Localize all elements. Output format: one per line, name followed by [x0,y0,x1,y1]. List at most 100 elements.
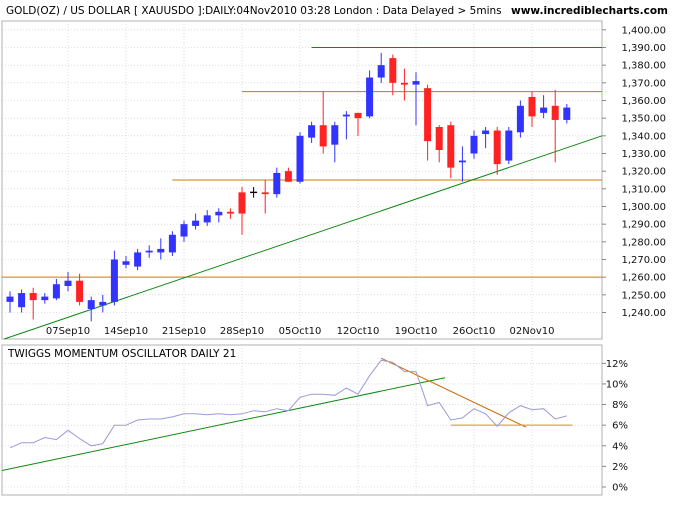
candle [400,68,408,101]
candle [110,250,118,306]
oscillator-title: TWIGGS MOMENTUM OSCILLATOR DAILY 21 [7,348,236,360]
oscillator-tick-label: 12% [606,359,628,370]
price-tick-label: 1,360.00 [621,96,666,107]
candle [563,104,571,124]
oscillator-series [9,359,567,449]
candle-body [424,88,432,142]
candle-body [41,296,49,301]
date-tick-label: 07Sep10 [46,326,90,337]
price-y-axis: 1,240.00 1,250.00 1,260.00 1,270.00 1,280.00… [602,25,666,319]
date-tick-label: 26Oct10 [453,326,496,337]
price-tick-label: 1,400.00 [621,25,666,36]
candle-body [551,105,559,120]
oscillator-tick-label: 4% [612,441,628,452]
price-tick-label: 1,250.00 [621,290,666,301]
candle [64,271,72,292]
candle-body [261,192,269,195]
candle-body [482,130,490,135]
candle-body [493,130,501,165]
candle [493,127,501,175]
candle-body [52,284,60,299]
candle [389,54,397,96]
candle-body [540,107,548,113]
candle [134,248,142,271]
date-tick-label: 14Sep10 [104,326,148,337]
candle [424,84,432,161]
price-tick-label: 1,350.00 [621,114,666,125]
candle [296,132,304,184]
candle [41,293,49,304]
price-tick-label: 1,330.00 [621,149,666,160]
candle [516,100,524,138]
candle-body [29,293,37,301]
candle [203,210,211,226]
twiggs-momentum-line [9,359,567,449]
candle [29,287,37,320]
candle-body [87,300,95,309]
candle [145,245,153,258]
candle-body [64,280,72,286]
candle [342,111,350,140]
oscillator-tick-label: 2% [612,462,628,473]
candle [319,91,327,154]
price-tick-label: 1,370.00 [621,78,666,89]
price-tick-label: 1,240.00 [621,308,666,319]
date-tick-label: 21Sep10 [162,326,206,337]
candle-body [192,220,200,226]
oscillator-tick-label: 0% [612,483,628,494]
site-credit[interactable]: www.incrediblecharts.com [511,5,668,17]
candle-body [342,114,350,117]
candle-body [331,125,339,145]
candle [284,167,292,182]
candle-body [134,252,142,267]
price-tick-label: 1,390.00 [621,43,666,54]
candle-body [470,135,478,154]
candle-body [122,261,130,265]
candle-body [215,211,223,216]
candle [192,213,200,230]
candle [377,52,385,83]
oscillator-overlays [1,357,573,471]
candle [261,180,269,214]
candle-body [6,296,14,302]
candle [6,291,14,313]
candle-body [18,293,26,308]
candle [505,127,513,165]
candle [157,238,165,260]
date-tick-label: 28Sep10 [220,326,264,337]
candle [273,167,281,198]
candle-body [528,96,536,117]
candle-body [516,105,524,133]
candle-body [273,172,281,195]
candle-body [238,192,246,214]
candle-body [319,125,327,147]
date-tick-label: 02Nov10 [510,326,555,337]
candle [331,121,339,163]
candle [354,112,362,136]
date-tick-label: 12Oct10 [337,326,380,337]
candle [18,289,26,313]
candle [99,294,107,313]
candle-body [412,81,420,85]
candle-body [389,58,397,83]
date-tick-label: 05Oct10 [279,326,322,337]
candle [52,278,60,301]
candle-body [458,160,466,163]
candle-body [505,130,513,161]
candle [470,130,478,159]
candle [168,231,176,256]
candle [366,70,374,119]
price-tick-label: 1,270.00 [621,255,666,266]
oscillator-y-axis: 0% 2% 4% 6% 8% 10% 12% [602,359,628,494]
candle-body [168,234,176,253]
candle [226,208,234,219]
price-tick-label: 1,320.00 [621,167,666,178]
candle [308,121,316,143]
candle-body [377,65,385,78]
candle [528,91,536,127]
price-tick-label: 1,280.00 [621,237,666,248]
candle-body [400,82,408,85]
candle [87,296,95,322]
price-tick-label: 1,380.00 [621,61,666,72]
